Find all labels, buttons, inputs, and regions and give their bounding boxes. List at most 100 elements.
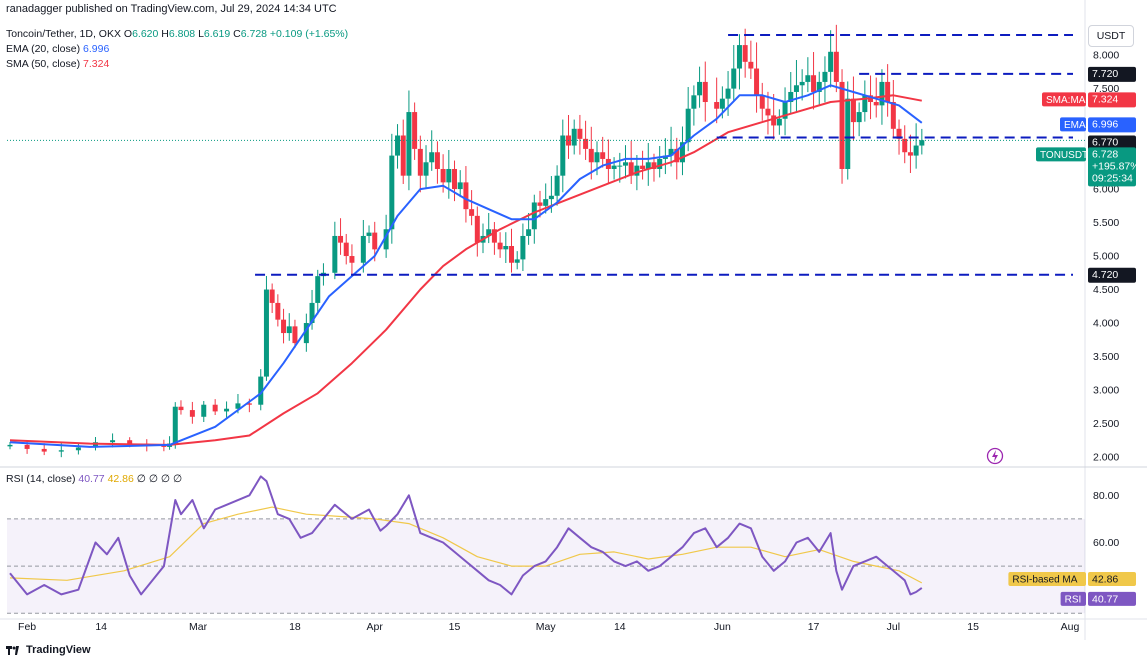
last-price-label-name-tag (1036, 147, 1086, 162)
rsi-legend-value: 40.77 (78, 473, 105, 485)
rsi-label: RSI (14, close) (6, 473, 76, 485)
candle-body (463, 182, 469, 210)
candle-body (679, 142, 685, 163)
candle-body (486, 229, 492, 236)
candle-body (873, 102, 879, 106)
candle-body (235, 403, 241, 409)
price-tick-label: 6.000 (1093, 184, 1119, 196)
candle-body (617, 165, 623, 167)
candle-body (668, 148, 674, 156)
candle-body (759, 95, 765, 109)
candle-body (332, 235, 338, 273)
candle-body (799, 81, 805, 86)
price-tick-label: 4.500 (1093, 284, 1119, 296)
candle-body (258, 376, 264, 405)
candle-body (628, 162, 634, 176)
time-tick-label: Aug (1061, 621, 1080, 633)
candle-body (92, 442, 98, 448)
candle-body (309, 302, 315, 324)
time-tick-label: Mar (189, 621, 208, 633)
candle-body (41, 448, 47, 452)
candle-body (833, 51, 839, 82)
time-tick-label: 15 (449, 621, 461, 633)
level-label-4720-text: 4.720 (1092, 269, 1118, 281)
candle-body (509, 246, 515, 263)
candle-body (286, 326, 292, 334)
candle-body (583, 138, 589, 149)
candle-body (902, 138, 908, 153)
level-label-4720-tag (1088, 267, 1136, 283)
rsi-ma-label-value: 42.86 (1092, 573, 1118, 585)
level-label-6770-tag (1088, 135, 1136, 151)
rsi-legend[interactable]: RSI (14, close) 40.77 42.86 ∅ ∅ ∅ ∅ (6, 473, 182, 485)
candle-body (919, 140, 925, 146)
candle-body (161, 445, 167, 447)
candle-body (782, 102, 788, 119)
candle-body (212, 404, 218, 412)
sma-value: 7.324 (83, 58, 110, 70)
candle-body (440, 168, 446, 183)
candle-body (845, 98, 851, 169)
candle-body (406, 112, 412, 176)
candle-body (281, 319, 287, 334)
currency-button[interactable]: USDT (1088, 25, 1134, 47)
candle-body (303, 323, 309, 344)
candle-body (811, 75, 817, 92)
candle-body (127, 440, 133, 444)
candle-body (594, 152, 600, 163)
ema-value: 6.996 (83, 43, 110, 55)
sma-price-label-text: 7.324 (1092, 93, 1118, 105)
ema-row[interactable]: EMA (20, close) 6.996 (6, 42, 348, 57)
candle-body (765, 108, 771, 116)
time-tick-label: 17 (808, 621, 820, 633)
candle-body (548, 195, 554, 200)
symbol-label[interactable]: Toncoin/Tether, 1D, OKX (6, 28, 121, 40)
candle-body (719, 98, 725, 109)
time-tick-label: 15 (967, 621, 979, 633)
candle-body (360, 235, 366, 263)
time-axis: Feb 14 Mar 18 Apr 15 May 14 Jun 17 Jul 15 Aug (18, 621, 1079, 633)
candle-body (543, 199, 549, 206)
candle-body (828, 51, 834, 72)
ema-20-line (9, 84, 923, 448)
tradingview-logo-icon (6, 645, 19, 655)
price-tick-label: 8.000 (1093, 50, 1119, 62)
candle-body (691, 95, 697, 109)
price-pane: 8.0007.5007.0006.5006.0005.5005.0004.500… (0, 0, 1147, 640)
open-label: O (123, 28, 133, 40)
candle-body (75, 447, 81, 451)
sma-price-label-tag (1088, 92, 1136, 108)
candle-body (423, 162, 429, 176)
candle-body (839, 81, 845, 169)
candle-body (879, 81, 885, 106)
candle-body (850, 98, 856, 123)
candle-body (520, 235, 526, 260)
candle-body (714, 102, 720, 109)
candle-body (514, 259, 520, 263)
rsi-label-tag (1088, 591, 1136, 606)
candle-body (343, 242, 349, 257)
sma-row[interactable]: SMA (50, close) 7.324 (6, 57, 348, 72)
candle-body (338, 235, 344, 243)
time-tick-label: May (536, 621, 557, 633)
ema-price-label-tag (1088, 117, 1136, 133)
ema-label: EMA (20, close) (6, 43, 81, 55)
price-tick-label: 5.000 (1093, 251, 1119, 263)
rsi-label-value: 40.77 (1092, 593, 1118, 605)
high-value: 6.808 (168, 28, 196, 40)
candle-body (110, 440, 116, 443)
candle-body (702, 81, 708, 103)
footer-brand[interactable]: TradingView (6, 644, 91, 656)
candle-body (736, 45, 742, 69)
candle-body (24, 444, 30, 449)
candle-body (640, 165, 646, 169)
high-label: H (161, 28, 169, 40)
rsi-legend-extras: ∅ ∅ ∅ ∅ (136, 473, 183, 485)
price-tick-label: 4.000 (1093, 318, 1119, 330)
ohlc-row: Toncoin/Tether, 1D, OKX O6.620 H6.808 L6… (6, 27, 348, 42)
chart-canvas[interactable]: 8.0007.5007.0006.5006.0005.5005.0004.500… (0, 0, 1147, 640)
candle-body (395, 135, 401, 156)
candle-body (651, 162, 657, 169)
candle-body (246, 403, 252, 405)
candle-body (907, 152, 913, 156)
